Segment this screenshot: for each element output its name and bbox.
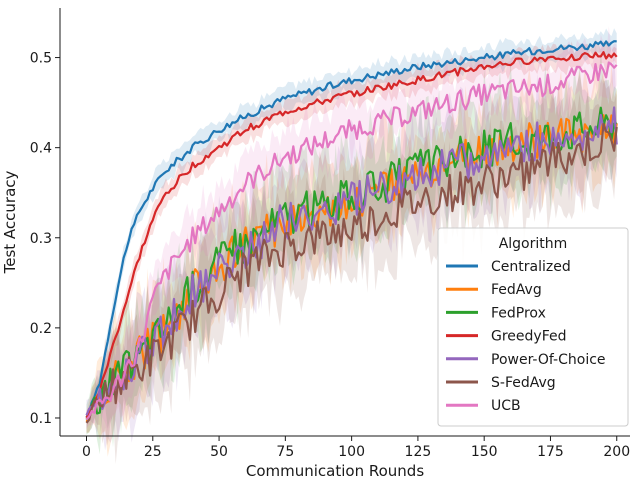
y-tick-label: 0.4	[30, 141, 52, 157]
series-line	[85, 40, 617, 418]
y-tick-label: 0.2	[30, 321, 52, 337]
x-tick-label: 125	[405, 444, 432, 460]
y-tick-label: 0.1	[30, 411, 52, 427]
x-tick-label: 50	[210, 444, 228, 460]
y-tick-label: 0.5	[30, 51, 52, 67]
series-lines	[85, 40, 618, 424]
x-tick-label: 175	[537, 444, 564, 460]
legend-title: Algorithm	[499, 236, 568, 252]
x-ticks: 0 25 50 75 100 125 150 175 200	[82, 436, 630, 460]
legend-label: GreedyFed	[491, 329, 566, 345]
legend-label: FedProx	[491, 305, 546, 321]
legend-label: S-FedAvg	[491, 375, 556, 391]
legend-items: Centralized FedAvg FedProx GreedyFed Power-O…	[446, 259, 606, 414]
x-tick-label: 75	[276, 444, 294, 460]
legend: Algorithm Centralized FedAvg FedProx Greedy…	[437, 227, 629, 427]
series-line	[85, 122, 618, 424]
legend-label: FedAvg	[491, 282, 542, 298]
x-tick-label: 150	[471, 444, 498, 460]
legend-label: UCB	[491, 398, 521, 414]
series-line	[85, 61, 618, 421]
x-tick-label: 100	[338, 444, 365, 460]
series-line	[85, 106, 618, 416]
x-axis-label: Communication Rounds	[246, 462, 424, 480]
legend-box	[437, 227, 629, 427]
series-band	[86, 63, 617, 457]
y-tick-label: 0.3	[30, 231, 52, 247]
y-axis-label: Test Accuracy	[1, 170, 19, 274]
series-band	[86, 28, 617, 421]
legend-label: Power-Of-Choice	[491, 352, 606, 368]
y-ticks: 0.1 0.2 0.3 0.4 0.5	[30, 51, 60, 427]
x-tick-label: 0	[82, 444, 91, 460]
series-line	[85, 51, 618, 419]
x-tick-label: 25	[144, 444, 162, 460]
legend-label: Centralized	[491, 259, 571, 275]
x-tick-label: 200	[603, 444, 630, 460]
axes	[59, 8, 630, 437]
